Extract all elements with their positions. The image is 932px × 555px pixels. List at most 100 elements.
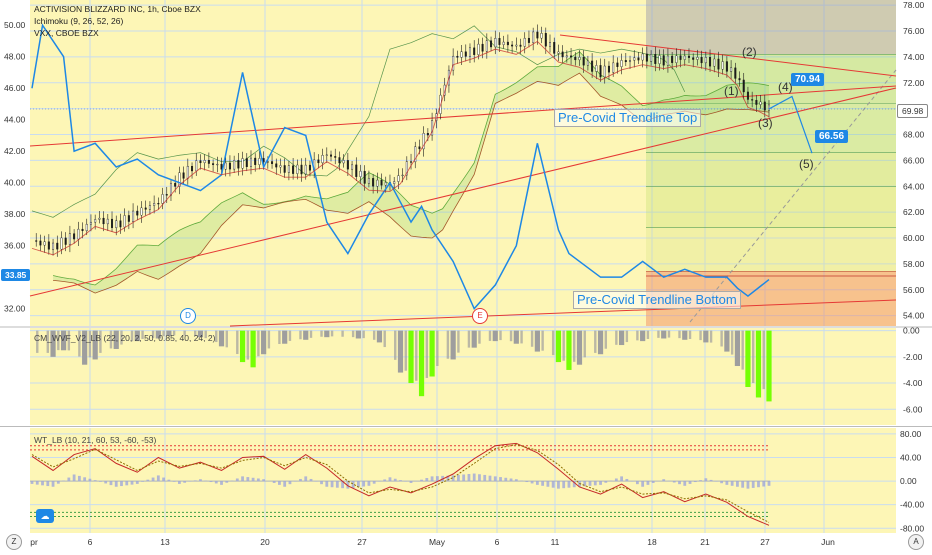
wvf-fill-bar	[341, 331, 343, 337]
wvf-fill-bar	[689, 331, 691, 339]
candle-body	[494, 38, 496, 47]
wt-hist-bar	[173, 481, 176, 482]
candle-body	[90, 222, 92, 224]
candle-body	[701, 57, 703, 63]
event-marker-d[interactable]: D	[180, 308, 196, 324]
wvf-bar-37	[735, 331, 740, 366]
wt-hist-bar	[499, 477, 502, 481]
wt-hist-bar	[699, 480, 702, 481]
auto-scale-button[interactable]: A	[908, 534, 924, 550]
wt-hist-bar	[73, 474, 76, 481]
wvf-bar-31	[619, 331, 624, 345]
wvf-legend[interactable]: CM_WVF_V2_LB (22, 20, 2, 50, 0.85, 40, 2…	[34, 333, 215, 343]
wvf-fill-bar	[752, 331, 754, 383]
layout-icon[interactable]: ☁	[36, 509, 54, 523]
wt-hist-bar	[331, 481, 334, 487]
wvf-bar-19	[408, 331, 413, 383]
wvf-bar-18	[398, 331, 403, 373]
candle-body	[718, 59, 720, 69]
right-tick-78: 78.00	[903, 0, 925, 10]
wt-hist-bar	[110, 481, 113, 485]
wvf-fill-bar	[731, 331, 733, 355]
x-tick-2: 13	[160, 537, 170, 547]
candle-body	[120, 221, 122, 227]
wt-hist-bar	[747, 481, 750, 489]
wt-hist-bar	[167, 480, 170, 481]
wt-hist-bar	[720, 481, 723, 483]
candle-body	[642, 54, 644, 60]
wt-hist-bar	[210, 481, 213, 482]
candle-body	[141, 208, 143, 215]
candle-body	[40, 241, 42, 245]
event-marker-e[interactable]: E	[472, 308, 488, 324]
candle-body	[743, 80, 745, 92]
wvf-bar-24	[493, 331, 498, 341]
wt-hist-bar	[94, 480, 97, 481]
wvf-fill-bar	[384, 331, 386, 347]
wvf-fill-bar	[699, 331, 701, 340]
wt-hist-bar	[541, 481, 544, 486]
candle-body	[553, 42, 555, 53]
wvf-bar-13	[282, 331, 287, 344]
wt-hist-bar	[736, 481, 739, 487]
wave-label-1: (1)	[724, 84, 739, 98]
zone-target-4	[646, 228, 896, 272]
vxx-last-tag: 33.85	[1, 269, 30, 281]
wvf-fill-bar	[289, 331, 291, 341]
candle-body	[469, 48, 471, 57]
wt-hist-bar	[252, 478, 255, 481]
wvf-bar-16	[356, 331, 361, 339]
x-tick-6: 6	[495, 537, 500, 547]
candle-body	[78, 229, 80, 239]
wvf-fill-bar	[268, 331, 270, 349]
wt-hist-bar	[568, 481, 571, 488]
wvf-bar-23	[472, 331, 477, 348]
ichimoku-legend[interactable]: Ichimoku (9, 26, 52, 26)	[34, 16, 123, 26]
candle-body	[692, 58, 694, 60]
candle-body	[545, 33, 547, 46]
candle-body	[347, 160, 349, 169]
wt-legend[interactable]: WT_LB (10, 21, 60, 53, -60, -53)	[34, 435, 156, 445]
wt-hist-bar	[310, 479, 313, 481]
wt-tick-80: 80.00	[900, 429, 922, 439]
wt-hist-bar	[36, 481, 39, 485]
wt-hist-bar	[78, 476, 81, 481]
right-tick-60: 60.00	[903, 233, 925, 243]
candle-body	[697, 57, 699, 59]
wt-hist-bar	[389, 477, 392, 481]
wt-tick-0: 0.00	[900, 476, 917, 486]
wvf-fill-bar	[636, 331, 638, 341]
wvf-fill-bar	[510, 331, 512, 342]
candle-body	[153, 203, 155, 205]
candle-body	[452, 56, 454, 70]
candle-body	[292, 166, 294, 174]
wt-hist-bar	[246, 477, 249, 481]
wt-hist-bar	[241, 476, 244, 481]
trendline-top-label: Pre-Covid Trendline Top	[554, 109, 701, 127]
x-tick-9: 21	[700, 537, 710, 547]
candle-body	[44, 242, 46, 245]
wvf-fill-bar	[352, 331, 354, 337]
wt-hist-bar	[136, 481, 139, 484]
wt-hist-bar	[589, 481, 592, 486]
target-2-tag: 66.56	[815, 130, 848, 143]
candle-body	[275, 164, 277, 167]
candle-body	[663, 55, 665, 65]
wt-hist-bar	[757, 481, 760, 487]
candle-body	[381, 180, 383, 185]
wt-hist-bar	[199, 479, 202, 481]
wvf-fill-bar	[499, 331, 501, 340]
wt-hist-bar	[410, 481, 413, 483]
candle-body	[739, 78, 741, 80]
candle-body	[103, 218, 105, 224]
wvf-fill-bar	[426, 331, 428, 378]
zoom-button[interactable]: Z	[6, 534, 22, 550]
wt-hist-bar	[620, 476, 623, 481]
wvf-bar-15	[324, 331, 329, 338]
candle-body	[385, 182, 387, 185]
wvf-fill-bar	[562, 331, 564, 361]
candle-body	[99, 218, 101, 219]
wt-hist-bar	[741, 481, 744, 488]
vxx-legend[interactable]: VXX, CBOE BZX	[34, 28, 99, 38]
wvf-fill-bar	[415, 331, 417, 381]
